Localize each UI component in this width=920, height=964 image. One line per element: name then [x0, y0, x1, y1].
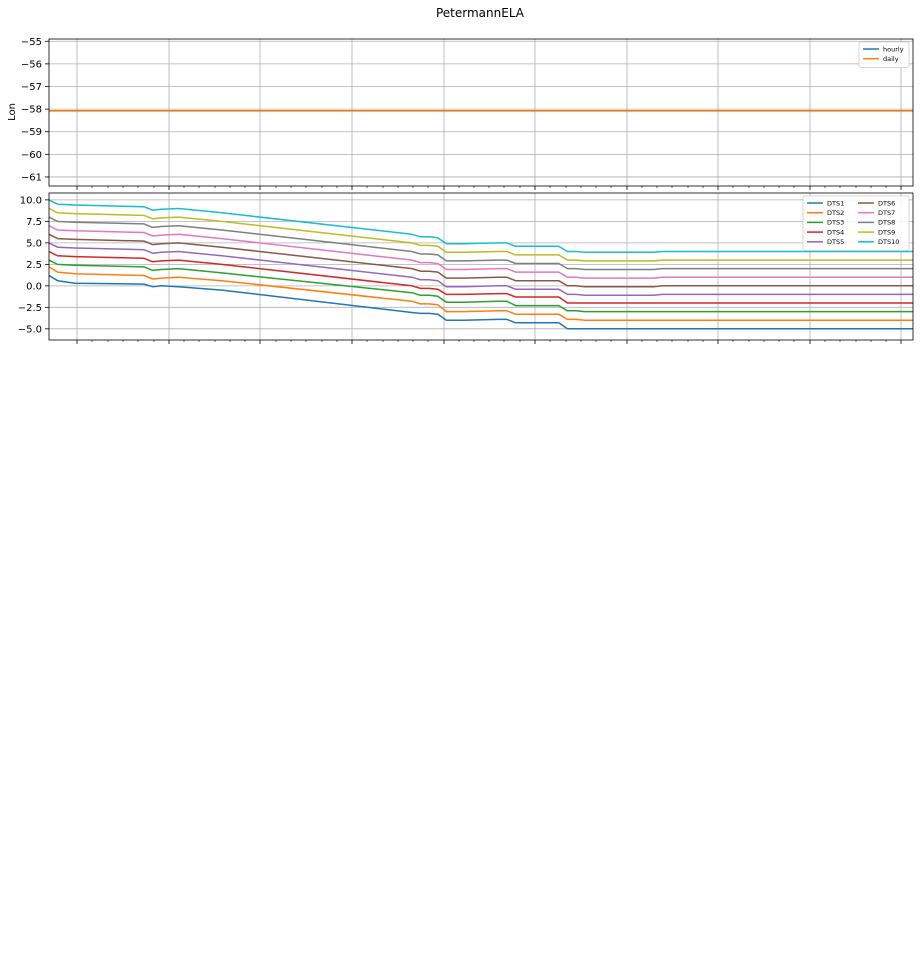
y-tick-label: −58 [21, 105, 42, 116]
axes-frame [48, 192, 914, 341]
series-line-dts7 [48, 225, 913, 279]
y-tick-label: 5.0 [26, 238, 42, 249]
y-tick-label: −61 [21, 172, 42, 183]
subplot-dts: 10.07.55.02.50.0−2.5−5.0 DTS1DTS2DTS3DTS… [18, 192, 914, 344]
y-tick-labels: 10.0 7.5 5.0 2.5 0.0 −2.5 −5.0 [18, 195, 49, 335]
legend-entry: DTS5 [827, 238, 844, 246]
series-line-dts1 [48, 274, 913, 330]
series-line-dts10 [48, 199, 913, 254]
y-tick-label: −2.5 [18, 303, 42, 314]
series-line-dts3 [48, 259, 913, 313]
series-line-dts6 [48, 233, 913, 288]
plot-area [49, 193, 913, 340]
y-tick-label: −5.0 [18, 324, 42, 335]
y-tick-label: −59 [21, 127, 42, 138]
y-tick-label: 10.0 [20, 195, 42, 206]
series-group [48, 199, 913, 330]
legend-entry: DTS2 [827, 209, 844, 217]
legend-entry: DTS6 [878, 199, 895, 207]
series-line-dts2 [48, 266, 913, 321]
y-tick-label: −56 [21, 59, 42, 70]
plot-area [49, 39, 913, 186]
y-tick-label: 7.5 [26, 217, 42, 228]
legend-entry: DTS4 [827, 228, 844, 236]
legend: hourly daily [858, 41, 910, 68]
y-axis-label: Lon [7, 103, 18, 121]
series-line-dts5 [48, 242, 913, 297]
y-tick-label: −60 [21, 150, 42, 161]
legend-entry: DTS10 [878, 238, 899, 246]
grid [49, 193, 913, 344]
legend-entry: DTS3 [827, 219, 844, 227]
legend-entry: hourly [883, 45, 904, 53]
figure-title: PetermannELA [436, 6, 525, 20]
subplot-longitude: −55 −56 −57 −58 −59 −60 −61 Lon hourly daily [7, 37, 914, 190]
legend-box [802, 195, 910, 251]
y-tick-label: 2.5 [26, 260, 42, 271]
series-line-dts8 [48, 216, 913, 271]
y-tick-label: −55 [21, 37, 42, 48]
legend-entry: DTS1 [827, 199, 844, 207]
y-tick-labels: −55 −56 −57 −58 −59 −60 −61 [21, 37, 49, 183]
series-line-dts4 [48, 250, 913, 304]
series-line-dts9 [48, 207, 913, 262]
legend-entry: DTS7 [878, 209, 895, 217]
legend-entry: daily [883, 55, 899, 63]
legend-entry: DTS9 [878, 228, 895, 236]
legend-entry: DTS8 [878, 219, 895, 227]
y-tick-label: −57 [21, 82, 42, 93]
axes-frame [48, 38, 914, 187]
grid [49, 39, 913, 190]
y-tick-label: 0.0 [26, 281, 42, 292]
